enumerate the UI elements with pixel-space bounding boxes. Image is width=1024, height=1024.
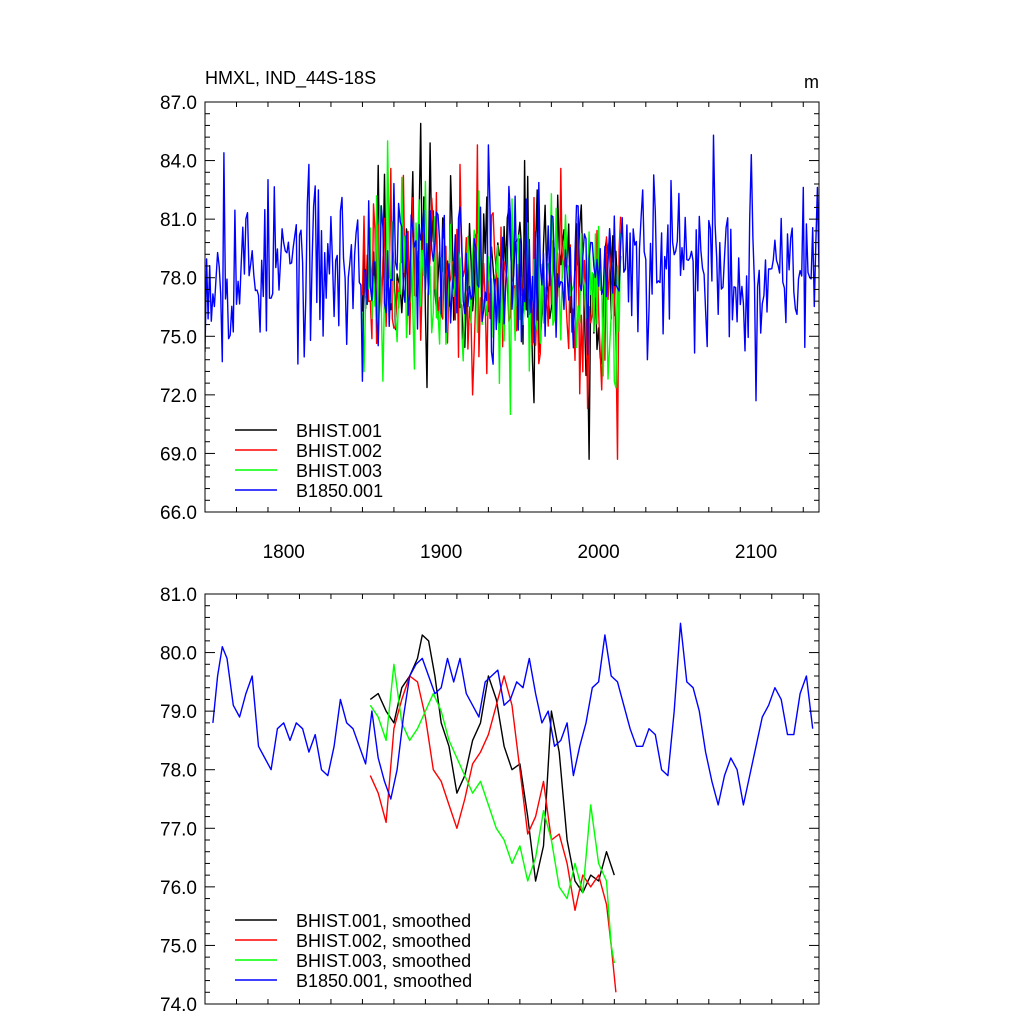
y-tick-label: 75.0	[160, 936, 197, 957]
y-tick-label: 80.0	[160, 644, 197, 665]
series-line-bhist-003-smoothed	[369, 663, 615, 964]
x-tick-label: 1900	[420, 542, 462, 563]
units-label: m	[804, 72, 819, 92]
y-tick-label: 76.0	[160, 878, 197, 899]
legend-label: BHIST.003, smoothed	[296, 951, 471, 971]
figure-title: HMXL, IND_44S-18S	[205, 68, 376, 89]
y-tick-label: 78.0	[160, 761, 197, 782]
y-tick-label: 84.0	[160, 152, 197, 173]
y-tick-label: 66.0	[160, 503, 197, 524]
y-tick-label: 69.0	[160, 444, 197, 465]
y-tick-label: 74.0	[160, 995, 197, 1016]
plot-frame	[204, 101, 820, 513]
plot-frame	[204, 593, 820, 1005]
x-tick-label: 2100	[735, 542, 777, 563]
legend-label: BHIST.001, smoothed	[296, 911, 471, 931]
raw-series-group	[205, 122, 819, 460]
y-tick-label: 79.0	[160, 702, 197, 723]
x-tick-label: 2000	[577, 542, 619, 563]
smoothed-panel: 74.0 75.0 76.0 77.0 78.0 79.0 80.0 81.0 BHIST.0…	[160, 585, 820, 1016]
series-line-b1850-001-smoothed	[212, 622, 814, 806]
y-tick-label: 72.0	[160, 386, 197, 407]
smoothed-axes: 74.0 75.0 76.0 77.0 78.0 79.0 80.0 81.0	[160, 585, 820, 1016]
y-tick-label: 75.0	[160, 327, 197, 348]
series-line-bhist-002-smoothed	[369, 675, 617, 993]
series-line-bhist-001-smoothed	[369, 634, 615, 894]
series-line-b1850-001	[205, 134, 819, 402]
raw-axes: 66.0 69.0 72.0 75.0 78.0 81.0 84.0 87.0 1800 1900…	[160, 93, 820, 563]
legend-label: B1850.001, smoothed	[296, 971, 472, 991]
legend-label: BHIST.001	[296, 421, 382, 441]
legend-label: B1850.001	[296, 481, 383, 501]
raw-panel: 66.0 69.0 72.0 75.0 78.0 81.0 84.0 87.0 1800 1900…	[160, 93, 820, 563]
legend-label: BHIST.002, smoothed	[296, 931, 471, 951]
y-tick-label: 77.0	[160, 819, 197, 840]
x-tick-label: 1800	[263, 542, 305, 563]
y-tick-label: 78.0	[160, 269, 197, 290]
legend-label: BHIST.003	[296, 461, 382, 481]
y-tick-label: 87.0	[160, 93, 197, 114]
smoothed-series-group	[212, 622, 814, 993]
y-tick-label: 81.0	[160, 210, 197, 231]
legend-label: BHIST.002	[296, 441, 382, 461]
y-tick-label: 81.0	[160, 585, 197, 606]
